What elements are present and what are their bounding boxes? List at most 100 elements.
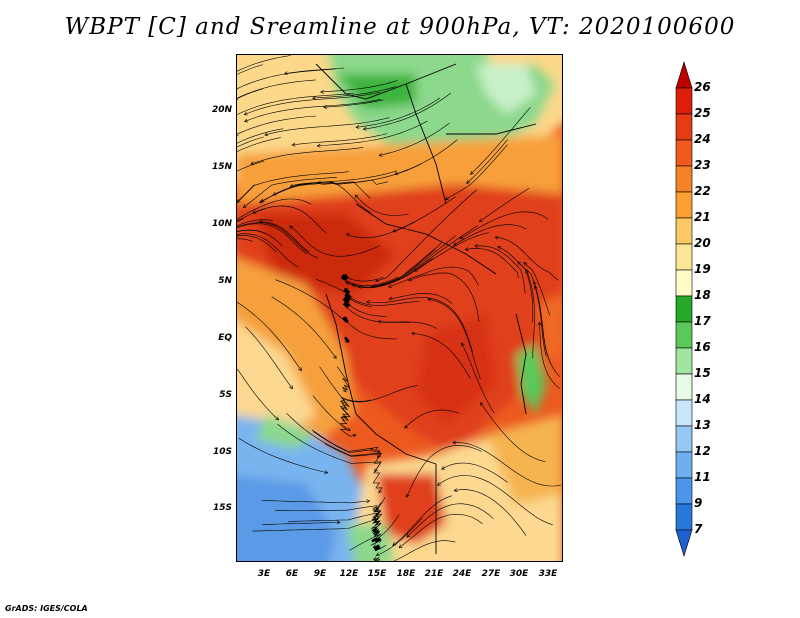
streamline <box>292 133 388 146</box>
streamline <box>236 128 284 145</box>
streamline-arrow <box>406 533 411 538</box>
streamline-arrow <box>406 493 410 498</box>
streamline <box>236 208 265 222</box>
streamline <box>261 522 341 525</box>
streamline <box>319 366 350 419</box>
streamline <box>539 322 561 389</box>
streamline <box>372 242 443 287</box>
streamline <box>354 194 409 216</box>
streamline-arrow <box>374 468 378 473</box>
streamline-arrow <box>374 539 379 543</box>
streamline <box>236 68 336 90</box>
colorbar-label: 17 <box>694 314 711 328</box>
colorbar-cell <box>675 477 693 505</box>
streamline <box>323 99 384 108</box>
streamline-arrow <box>373 556 378 561</box>
streamline-arrow <box>298 367 302 372</box>
streamline-arrow <box>480 401 484 407</box>
streamline <box>284 67 345 75</box>
streamline-arrow <box>436 482 441 486</box>
credit-text: GrADS: IGES/COLA <box>5 604 88 613</box>
colorbar-cell <box>675 165 693 193</box>
streamline <box>320 80 398 93</box>
streamline-arrow <box>371 283 376 288</box>
streamline <box>236 137 281 153</box>
colorbar-label: 24 <box>694 132 711 146</box>
streamline <box>342 301 411 323</box>
colorbar-cell <box>675 347 693 375</box>
streamline-arrow <box>404 424 409 429</box>
streamline <box>406 445 482 498</box>
streamline-arrow <box>478 218 483 223</box>
streamline <box>357 225 478 289</box>
streamline <box>236 223 307 255</box>
streamline <box>252 205 327 234</box>
streamline <box>480 402 546 462</box>
temperature-field <box>236 54 563 562</box>
streamline <box>414 232 489 272</box>
streamline <box>534 285 547 357</box>
colorbar-cell <box>675 243 693 271</box>
streamline-arrow <box>377 539 382 543</box>
y-tick-label: 5S <box>219 390 232 400</box>
streamline <box>315 278 351 295</box>
streamline <box>406 503 494 538</box>
streamline <box>373 544 387 552</box>
streamline <box>236 219 273 227</box>
colorbar-label: 26 <box>694 80 711 94</box>
y-tick-label: 5N <box>218 276 232 286</box>
streamline-arrow <box>374 516 379 521</box>
streamline-arrow <box>357 285 362 290</box>
streamline <box>250 147 364 165</box>
streamline-arrow <box>258 220 263 224</box>
streamline <box>324 443 383 494</box>
chart-title: WBPT [C] and Sreamline at 900hPa, VT: 20… <box>64 14 736 40</box>
streamline <box>311 429 380 453</box>
streamline-arrow <box>283 71 288 76</box>
streamline-arrow <box>375 552 380 557</box>
colorbar-cell <box>675 399 693 427</box>
colorbar-label: 13 <box>694 418 711 432</box>
streamline <box>259 221 310 253</box>
streamline-arrow <box>370 448 375 452</box>
streamline <box>452 442 562 487</box>
streamline <box>363 92 452 130</box>
x-tick-label: 33E <box>538 569 558 579</box>
colorbar-label: 14 <box>694 392 711 406</box>
streamline-arrow <box>264 132 269 137</box>
streamline-arrow <box>291 142 296 147</box>
streamline-arrow <box>345 233 350 237</box>
colorbar-cell <box>675 295 693 323</box>
x-tick-label: 30E <box>509 569 529 579</box>
streamline <box>388 266 479 288</box>
streamline <box>236 79 316 100</box>
streamline-arrow <box>377 454 381 459</box>
streamline-arrow <box>375 530 380 535</box>
streamline <box>312 395 357 437</box>
streamline <box>313 431 374 453</box>
y-tick-label: 20N <box>211 105 232 115</box>
streamline-arrow <box>319 89 324 94</box>
streamline <box>459 211 549 240</box>
x-tick-label: 24E <box>452 569 472 579</box>
streamline <box>352 235 456 288</box>
streamline-arrow <box>312 96 317 100</box>
streamline-arrow <box>459 235 464 240</box>
colorbar-cell <box>675 269 693 297</box>
streamline-arrow <box>470 170 474 175</box>
streamline-arrow <box>336 520 341 525</box>
streamline <box>445 144 508 201</box>
streamlines <box>236 55 562 562</box>
streamline-arrow <box>387 284 392 288</box>
streamline <box>348 296 420 306</box>
streamline <box>355 97 441 128</box>
colorbar-cell <box>675 217 693 245</box>
streamline <box>271 296 337 359</box>
streamline <box>470 107 531 175</box>
streamline-arrow <box>345 292 350 297</box>
streamline-arrow <box>497 246 502 250</box>
streamline <box>259 182 372 213</box>
colorbar-label: 16 <box>694 340 711 354</box>
streamline-arrow <box>362 126 367 131</box>
streamline <box>497 246 534 323</box>
